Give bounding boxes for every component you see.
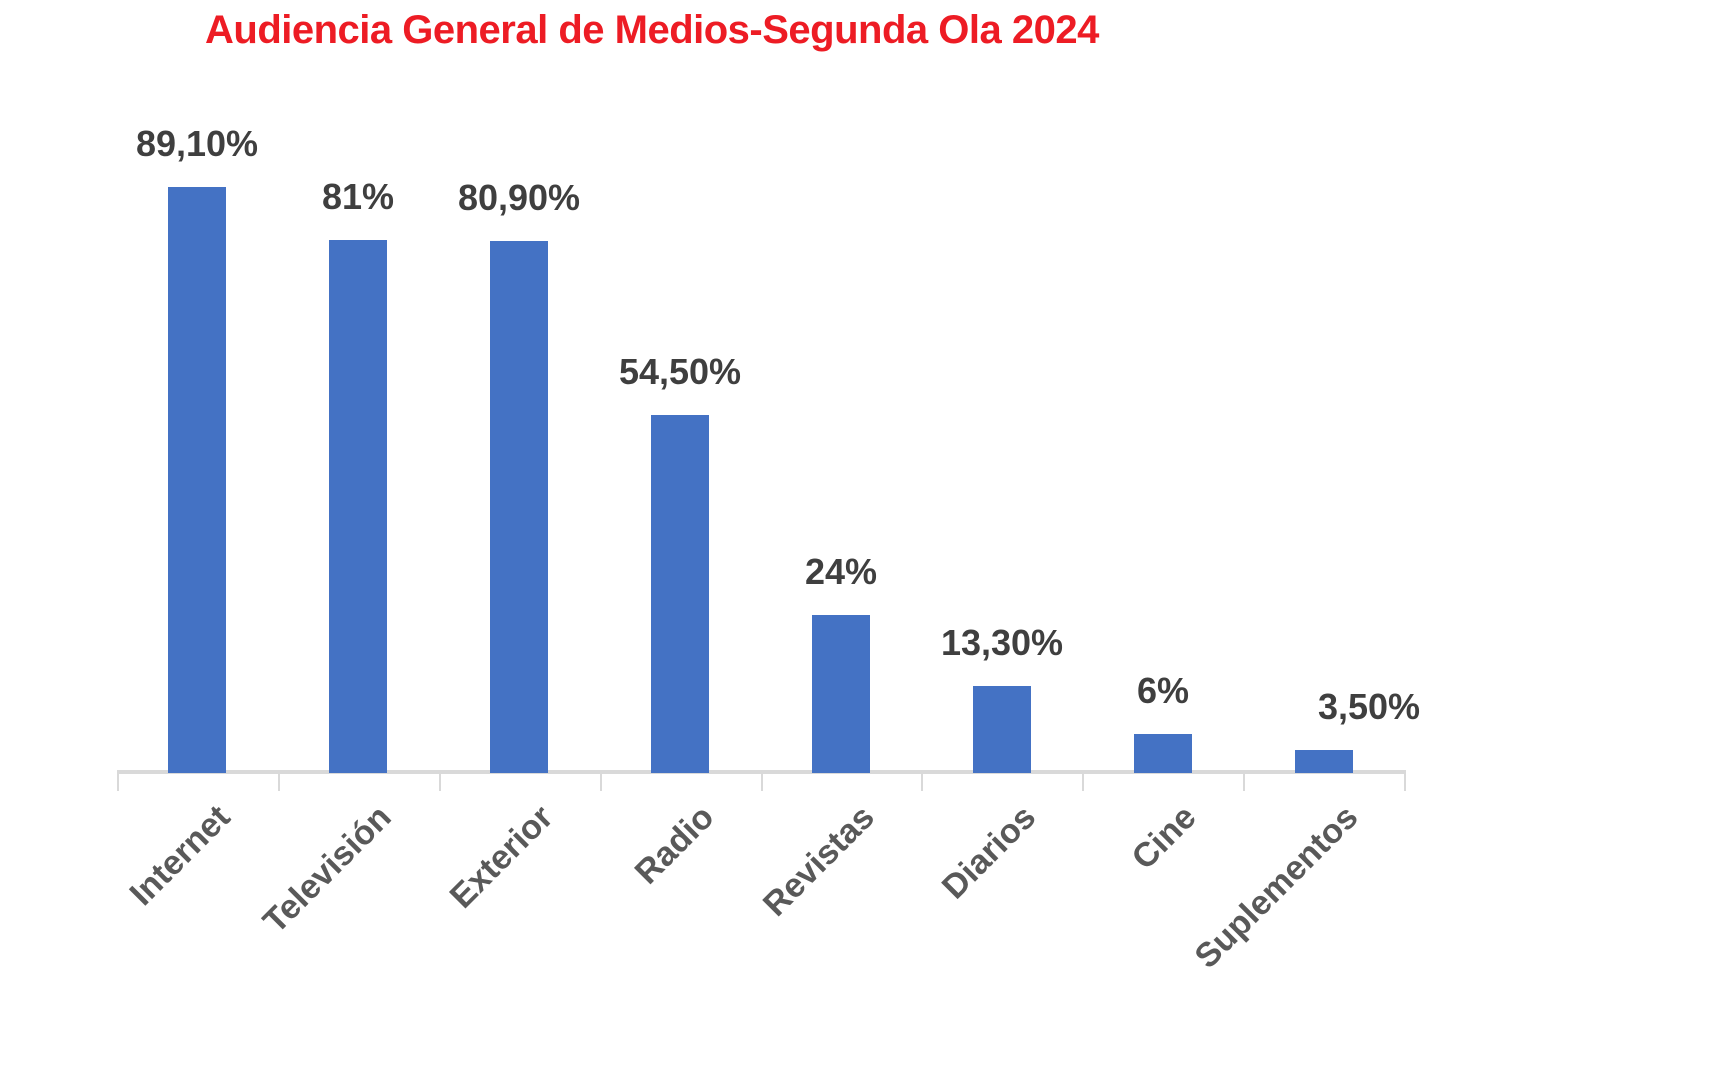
x-axis-tick <box>600 770 602 791</box>
x-axis-tick <box>1082 770 1084 791</box>
value-label: 13,30% <box>940 622 1064 663</box>
x-axis-tick <box>1404 770 1406 791</box>
bar <box>1134 734 1192 773</box>
category-label: Suplementos <box>1187 798 1365 976</box>
bar <box>168 187 226 773</box>
value-label: 3,50% <box>1317 686 1421 727</box>
value-label: 80,90% <box>457 177 581 218</box>
bar <box>973 686 1031 773</box>
chart-title: Audiencia General de Medios-Segunda Ola … <box>205 8 1099 52</box>
category-label: Televisión <box>256 798 399 941</box>
value-label: 54,50% <box>618 351 742 392</box>
value-label: 6% <box>1136 670 1190 711</box>
bar <box>329 240 387 773</box>
value-label: 24% <box>804 551 878 592</box>
x-axis-line <box>117 770 1404 774</box>
x-axis-tick <box>439 770 441 791</box>
category-label: Cine <box>1124 798 1204 877</box>
category-label: Radio <box>627 798 721 892</box>
category-label: Internet <box>122 798 238 914</box>
bar <box>812 615 870 773</box>
bar <box>651 415 709 773</box>
x-axis-tick <box>921 770 923 791</box>
x-axis-tick <box>761 770 763 791</box>
bar <box>490 241 548 773</box>
category-label: Revistas <box>756 798 882 924</box>
value-label: 89,10% <box>135 123 259 164</box>
category-label: Diarios <box>934 798 1043 907</box>
category-label: Exterior <box>442 798 560 916</box>
value-label: 81% <box>321 176 395 217</box>
x-axis-tick <box>278 770 280 791</box>
bar <box>1295 750 1353 773</box>
x-axis-tick <box>1243 770 1245 791</box>
x-axis-tick <box>117 770 119 791</box>
